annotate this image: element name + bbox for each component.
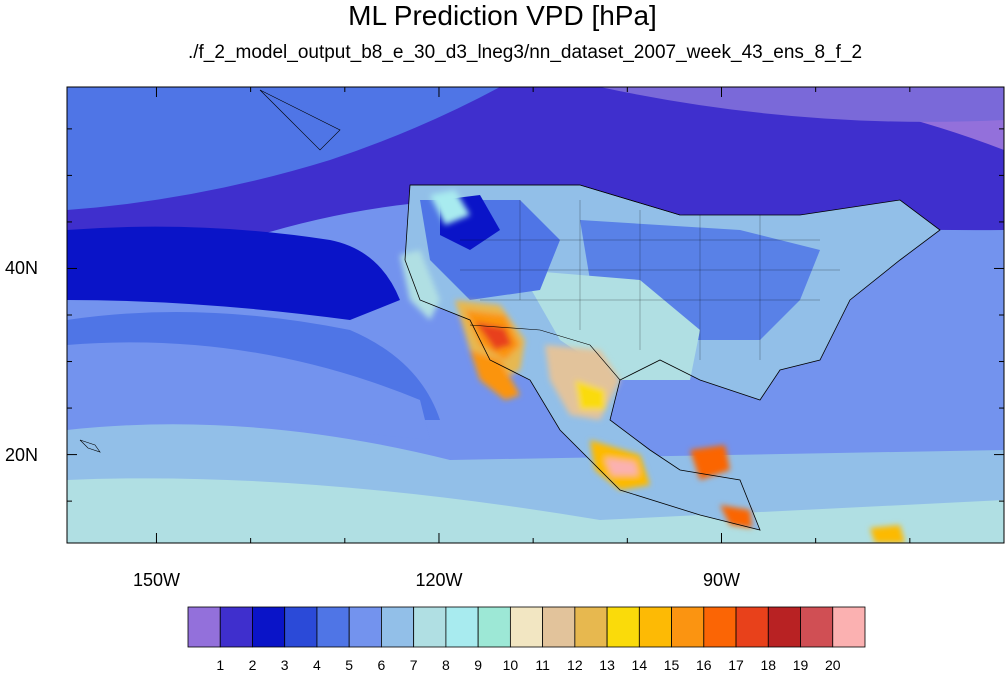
y-tick-label: 40N	[4, 258, 38, 279]
colorbar-swatch	[219, 606, 253, 648]
colorbar-level-label: 7	[409, 657, 418, 673]
us-canada-border	[410, 184, 681, 216]
colorbar-swatch	[252, 606, 286, 648]
chart-subtitle: ./f_2_model_output_b8_e_30_d3_lneg3/nn_d…	[187, 42, 863, 63]
colorbar-swatch	[606, 606, 640, 648]
x-tick-label: 120W	[415, 570, 463, 590]
colorbar-level-label: 18	[760, 657, 777, 673]
x-tick-label: 90W	[702, 570, 740, 590]
coastline	[404, 184, 941, 531]
x-ticks	[155, 87, 1005, 543]
field-arctic-edge	[600, 87, 1004, 122]
colorbar-swatch	[574, 606, 608, 648]
colorbar-level-label: 4	[313, 657, 321, 673]
field-tropical-south	[67, 478, 1004, 543]
colorbar-level-label: 3	[280, 657, 289, 673]
colorbar-level-label: 20	[824, 657, 841, 673]
colorbar-swatch	[348, 606, 382, 648]
colorbar-swatch	[703, 606, 737, 648]
x-tick-label: 150W	[132, 570, 180, 590]
colorbar-swatch	[671, 606, 705, 648]
field-pacific-subtropical	[67, 342, 430, 440]
colorbar-level-label: 6	[377, 657, 386, 673]
colorbar-level-label: 8	[441, 657, 450, 673]
field-pacific-storm-track	[67, 226, 400, 320]
map-field	[67, 87, 1004, 543]
field-plains	[520, 270, 700, 380]
colorbar-swatch	[735, 606, 769, 648]
colorbar-level-label: 1	[216, 657, 225, 673]
y-ticks	[67, 128, 1004, 502]
colorbar-swatch	[187, 606, 221, 648]
colorbar-swatch	[542, 606, 576, 648]
colorbar-swatch	[832, 606, 866, 648]
colorbar-swatch	[381, 606, 415, 648]
colorbar-level-label: 16	[696, 657, 712, 673]
islands-outline	[79, 89, 341, 453]
y-tick-label: 20N	[4, 444, 38, 465]
colorbar-level-label: 17	[728, 657, 744, 673]
field-gulf-alaska	[67, 87, 500, 210]
colorbar-swatch	[767, 606, 801, 648]
colorbar-level-label: 13	[599, 657, 615, 673]
colorbar-swatch	[800, 606, 834, 648]
colorbar-level-label: 14	[631, 657, 648, 673]
colorbar-level-label: 2	[248, 657, 257, 673]
colorbar-swatch	[316, 606, 350, 648]
colorbar-swatch	[477, 606, 511, 648]
us-mexico-border	[469, 324, 621, 381]
colorbar-swatch	[445, 606, 479, 648]
colorbar-swatch	[509, 606, 544, 648]
colorbar-level-label: 10	[502, 657, 519, 673]
colorbar-level-label: 15	[663, 657, 680, 673]
colorbar	[187, 606, 866, 648]
colorbar-level-label: 9	[474, 657, 483, 673]
chart-title: ML Prediction VPD [hPa]	[348, 0, 657, 31]
colorbar-swatch	[284, 606, 318, 648]
colorbar-level-label: 12	[567, 657, 583, 673]
colorbar-level-label: 5	[345, 657, 354, 673]
field-hot-regions	[400, 190, 905, 543]
state-boundaries	[460, 200, 840, 360]
colorbar-swatch	[413, 606, 447, 648]
colorbar-level-label: 19	[792, 657, 809, 673]
colorbar-swatch	[638, 606, 672, 648]
colorbar-level-label: 11	[535, 657, 550, 673]
